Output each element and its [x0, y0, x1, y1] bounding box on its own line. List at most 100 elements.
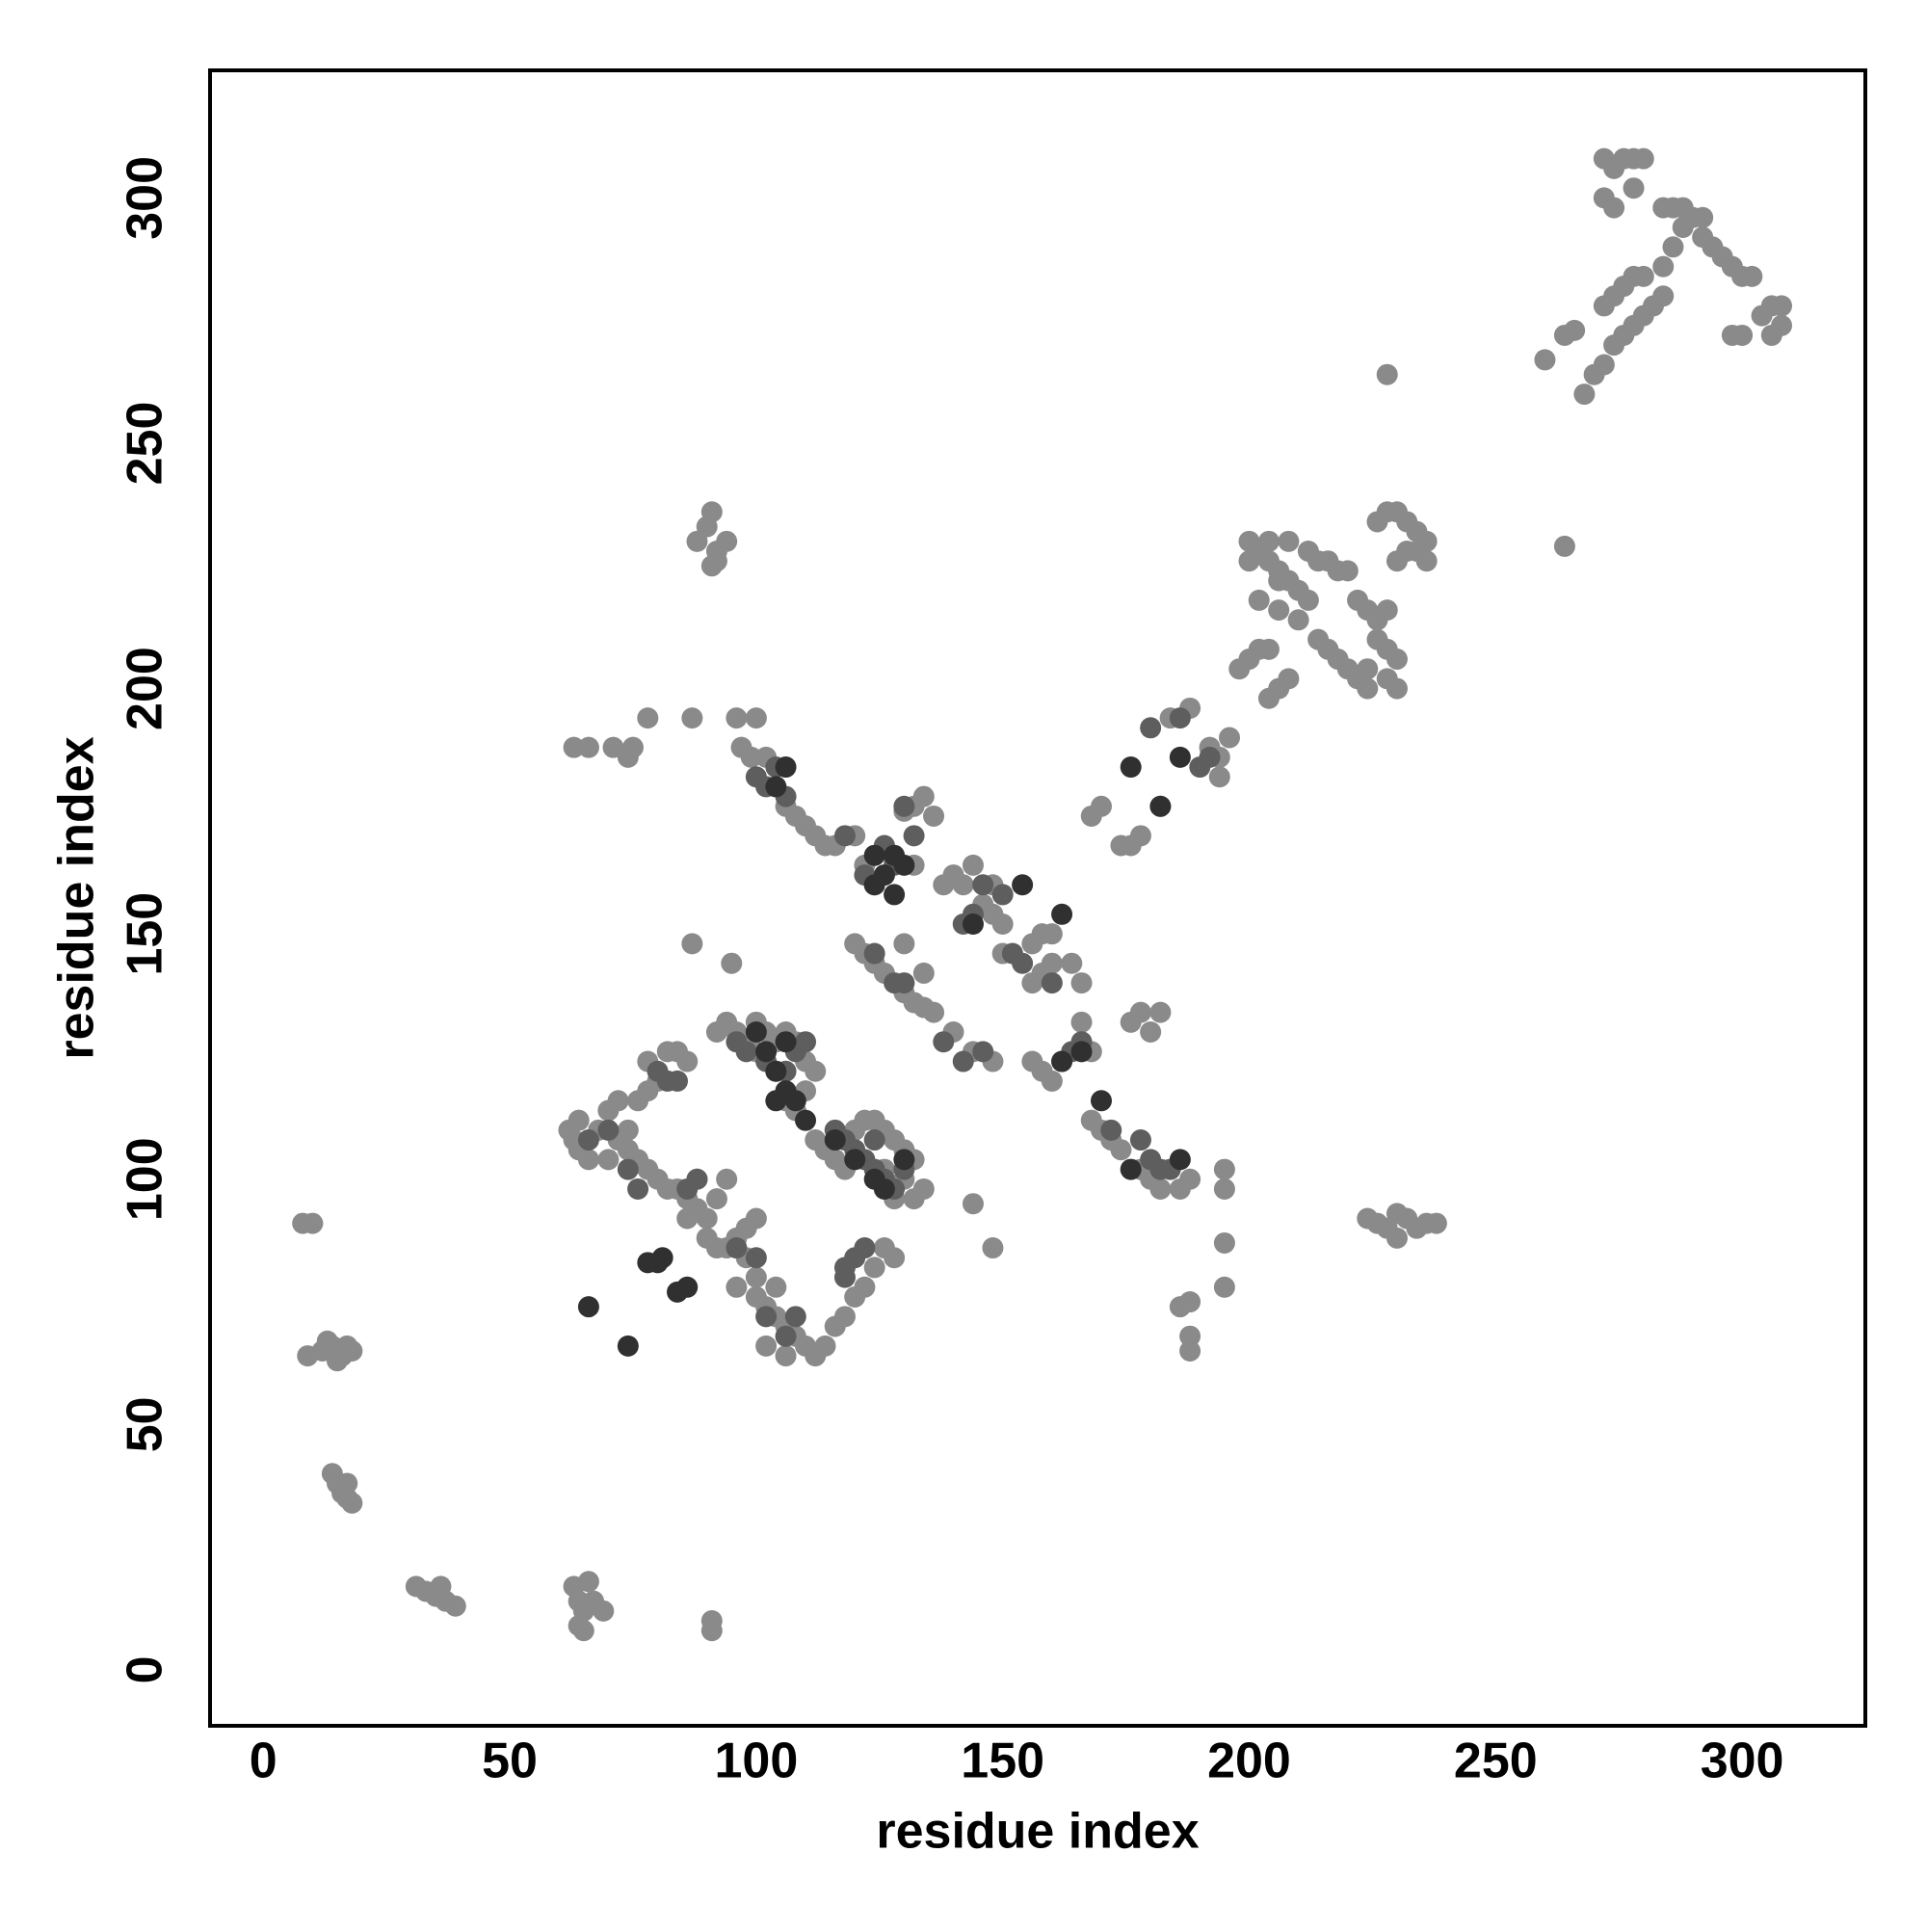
contact-point [1070, 972, 1093, 994]
contact-point [765, 776, 787, 798]
contact-point [1129, 1001, 1151, 1023]
contact-point [1041, 923, 1063, 945]
contact-point [1051, 1050, 1073, 1072]
contact-point [863, 844, 885, 866]
y-tick-label: 100 [118, 1137, 173, 1221]
contact-point [1169, 1149, 1191, 1171]
contact-point [962, 854, 984, 876]
contact-point [1771, 314, 1793, 336]
contact-point [745, 1207, 767, 1230]
contact-point [844, 1149, 866, 1171]
contact-point [617, 1119, 639, 1141]
contact-point [775, 1345, 797, 1367]
y-tick-label: 50 [118, 1396, 173, 1452]
contact-point [893, 1149, 915, 1171]
contact-point [740, 746, 762, 768]
contact-point [637, 1252, 659, 1274]
contact-point [745, 1247, 767, 1269]
y-tick-label: 150 [118, 892, 173, 976]
contact-point [962, 1193, 984, 1215]
contact-point [1213, 1231, 1235, 1254]
contact-point [563, 736, 585, 758]
contact-point [775, 1031, 797, 1053]
contact-point [1603, 197, 1625, 219]
contact-point [1129, 825, 1151, 847]
x-tick-label: 50 [482, 1734, 538, 1789]
contact-point [1149, 795, 1172, 817]
contact-point [1149, 1001, 1172, 1023]
x-tick-label: 100 [714, 1734, 798, 1789]
contact-point [1672, 216, 1694, 238]
contact-point [336, 1472, 358, 1495]
contact-point [1248, 589, 1270, 611]
contact-point [726, 1237, 748, 1259]
contact-point [903, 825, 925, 847]
contact-point [873, 1178, 895, 1200]
contact-point [863, 1257, 885, 1279]
contact-point [1376, 363, 1398, 385]
contact-point [1041, 952, 1063, 974]
contact-point [1213, 1178, 1235, 1200]
contact-point [1662, 236, 1684, 258]
contact-point [933, 1031, 955, 1053]
contact-point [1534, 349, 1556, 371]
x-tick-label: 250 [1454, 1734, 1538, 1789]
contact-point [1386, 1227, 1408, 1249]
contact-point [755, 1335, 778, 1357]
contact-point [1257, 530, 1280, 552]
contact-point [577, 1296, 599, 1318]
contact-point [705, 550, 727, 572]
contact-point [884, 1247, 906, 1269]
contact-point [686, 1168, 708, 1190]
contact-point [1553, 535, 1575, 557]
contact-point [923, 1001, 945, 1023]
contact-point [952, 1050, 974, 1072]
contact-point [1041, 972, 1063, 994]
x-tick-label: 200 [1207, 1734, 1291, 1789]
contact-point [755, 1041, 778, 1063]
contact-point [952, 874, 974, 896]
y-tick-label: 250 [118, 402, 173, 486]
contact-point [784, 1090, 806, 1112]
contact-point [1199, 746, 1221, 768]
contact-point [893, 795, 915, 817]
contact-point [755, 1306, 778, 1328]
points [292, 147, 1793, 1642]
contact-point [765, 1060, 787, 1082]
contact-point [1336, 560, 1359, 582]
contact-point [676, 1276, 699, 1298]
contact-point [676, 1050, 699, 1072]
contact-point [716, 530, 738, 552]
contact-point [1208, 766, 1230, 788]
contact-point [577, 1571, 599, 1593]
contact-point [991, 913, 1014, 935]
contact-point [854, 1237, 876, 1259]
contact-point [873, 864, 895, 887]
contact-point [1632, 265, 1654, 287]
contact-point [430, 1575, 452, 1598]
contact-point [1090, 1090, 1112, 1112]
contact-point [1386, 677, 1408, 700]
contact-point [1278, 668, 1300, 690]
contact-point [681, 707, 703, 729]
contact-point [1120, 1158, 1142, 1180]
contact-point [1051, 903, 1073, 925]
contact-point [700, 501, 723, 523]
contact-point [775, 1325, 797, 1347]
contact-point [1692, 206, 1714, 228]
contact-point [1219, 727, 1241, 749]
contact-point [814, 1335, 836, 1357]
contact-point [1179, 1168, 1201, 1190]
contact-point [1070, 1041, 1093, 1063]
plot-frame [208, 68, 1867, 1728]
contact-point [700, 1620, 723, 1642]
x-tick-label: 300 [1701, 1734, 1784, 1789]
contact-point [1149, 1178, 1172, 1200]
contact-point [735, 1041, 757, 1063]
contact-point [1179, 1325, 1201, 1347]
contact-point [1376, 599, 1398, 622]
y-tick-label: 0 [118, 1655, 173, 1683]
contact-point [1012, 952, 1034, 974]
contact-point [1623, 177, 1645, 199]
contact-point [572, 1620, 594, 1642]
